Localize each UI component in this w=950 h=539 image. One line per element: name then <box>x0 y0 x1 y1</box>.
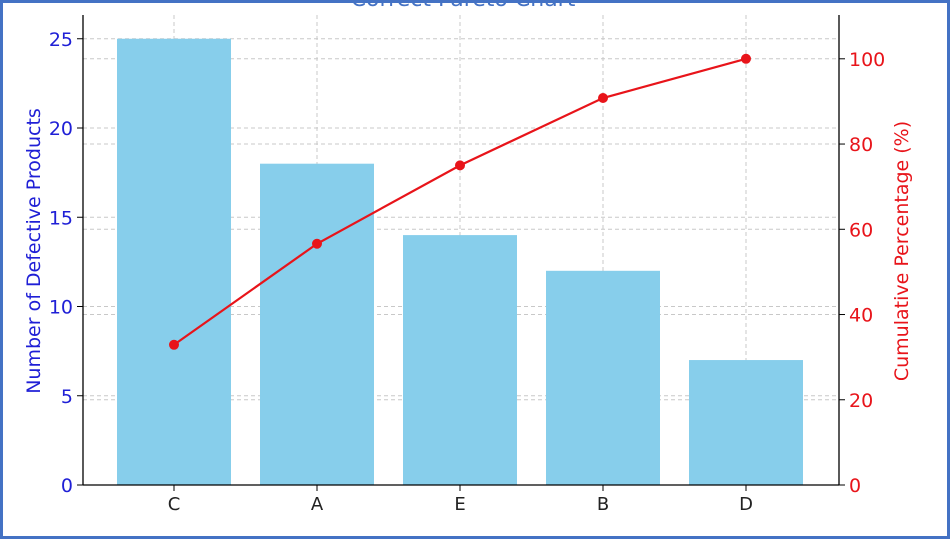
y-tick-label: 10 <box>49 297 73 319</box>
y2-tick-label: 60 <box>849 219 873 241</box>
cumulative-point <box>169 339 179 350</box>
axes: 0 5 10 15 20 25 0 20 40 60 80 100 C A E B D <box>49 15 885 515</box>
bars <box>117 38 803 485</box>
y-tick-label: 15 <box>49 207 73 229</box>
x-tick-label: A <box>311 494 324 515</box>
x-tick-label: D <box>739 494 753 515</box>
cumulative-point <box>455 160 465 171</box>
y-tick-label: 20 <box>49 118 73 140</box>
x-tick-label: E <box>454 494 465 515</box>
chart-title: Correct Pareto Chart <box>351 3 576 12</box>
cumulative-point <box>598 93 608 104</box>
y2-tick-label: 40 <box>849 305 873 327</box>
y2-tick-label: 80 <box>849 134 873 156</box>
bar <box>689 360 803 485</box>
y-tick-label: 5 <box>61 386 73 408</box>
bar <box>260 163 374 485</box>
pareto-chart: Correct Pareto Chart 0 5 10 15 20 25 0 20 40 60 80… <box>23 3 913 515</box>
x-tick-label: B <box>597 494 609 515</box>
y2-tick-label: 100 <box>849 49 885 71</box>
bar <box>403 235 517 485</box>
y-axis-title: Number of Defective Products <box>23 108 45 394</box>
bar <box>546 270 660 485</box>
y2-tick-label: 20 <box>849 390 873 412</box>
bar <box>117 38 231 485</box>
y2-tick-label: 0 <box>849 475 861 497</box>
cumulative-point <box>741 53 751 64</box>
x-tick-label: C <box>168 494 181 515</box>
cumulative-point <box>312 238 322 249</box>
y-tick-label: 0 <box>61 475 73 497</box>
y-tick-label: 25 <box>49 29 73 51</box>
y2-axis-title: Cumulative Percentage (%) <box>891 121 913 381</box>
cumulative-line <box>169 53 751 350</box>
